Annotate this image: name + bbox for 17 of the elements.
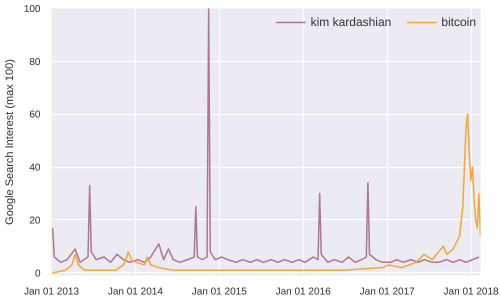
x-tick-label: Jan 01 2016 [276, 286, 332, 298]
y-tick-label: 40 [29, 162, 41, 174]
x-tick-label: Jan 01 2017 [360, 286, 416, 298]
line-series [52, 8, 480, 264]
y-tick-label: 20 [29, 215, 41, 226]
y-tick-label: 100 [24, 4, 41, 15]
y-axis-title: Google Search Interest (max 100) [4, 59, 16, 225]
y-tick-label: 0 [34, 268, 41, 280]
x-tick-label: Jan 01 2015 [192, 286, 248, 298]
x-tick-label: Jan 01 2013 [24, 286, 80, 298]
y-tick-label: 60 [29, 110, 41, 121]
x-tick-label: Jan 01 2014 [108, 286, 164, 298]
legend-label: bitcoin [441, 15, 476, 29]
legend-label: kim kardashian [310, 15, 392, 29]
line-series [52, 113, 480, 274]
x-tick-label: Jan 01 2018 [444, 286, 500, 298]
y-tick-label: 80 [29, 56, 41, 68]
